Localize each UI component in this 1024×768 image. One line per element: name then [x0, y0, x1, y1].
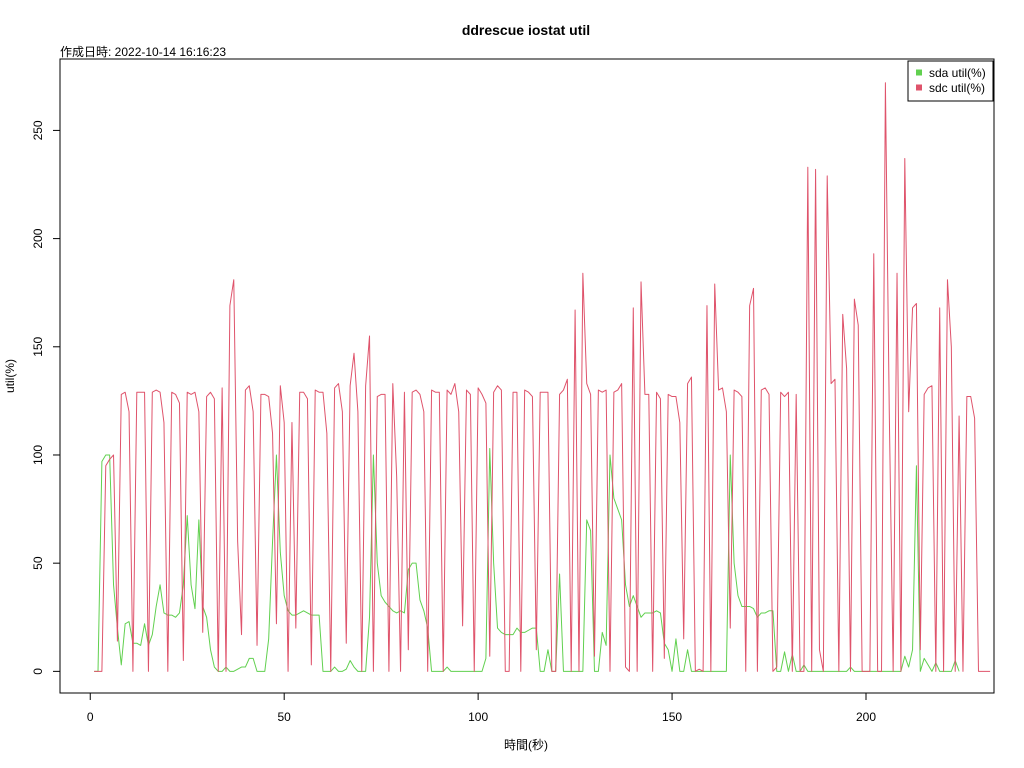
y-tick-label: 0 [31, 668, 45, 675]
y-tick-label: 200 [31, 228, 45, 248]
series-layer [94, 82, 991, 672]
legend-box [907, 60, 994, 102]
legend-swatch [916, 84, 922, 91]
series-line-2 [94, 82, 991, 672]
y-axis: 0 50 100 150 200 250 [31, 120, 61, 675]
x-tick-label: 0 [87, 710, 94, 724]
chart-subtitle: 作成日時: 2022-10-14 16:16:23 [60, 45, 226, 59]
y-tick-label: 150 [31, 336, 45, 356]
x-axis: 0 50 100 150 200 [87, 692, 876, 724]
y-tick-label: 250 [31, 120, 45, 140]
legend-swatch [916, 69, 922, 76]
series-line-1 [94, 447, 960, 672]
chart-title: ddrescue iostat util [462, 22, 590, 38]
y-axis-label: util(%) [3, 359, 17, 393]
x-axis-label: 時間(秒) [504, 738, 548, 752]
x-tick-label: 50 [278, 710, 292, 724]
legend: sda util(%)sdc util(%) [907, 60, 994, 102]
legend-label: sda util(%) [929, 66, 986, 80]
y-tick-label: 50 [31, 556, 45, 570]
x-tick-label: 200 [856, 710, 876, 724]
x-tick-label: 150 [662, 710, 682, 724]
x-tick-label: 100 [468, 710, 488, 724]
legend-label: sdc util(%) [929, 81, 985, 95]
y-tick-label: 100 [31, 445, 45, 465]
